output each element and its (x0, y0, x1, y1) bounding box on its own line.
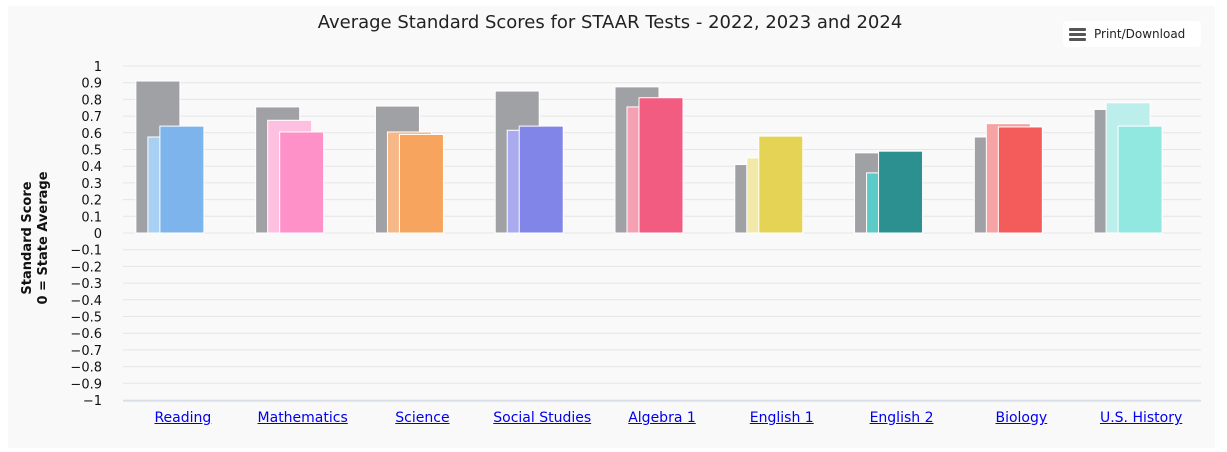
y-tick-label: −0.1 (70, 244, 102, 259)
y-tick-label: 0.6 (81, 127, 102, 142)
y-tick-label: 0.5 (81, 144, 102, 159)
x-label-link[interactable]: Biology (995, 410, 1048, 426)
y-tick-label: −1 (83, 394, 102, 409)
print-download-button[interactable]: Print/Download (1063, 21, 1201, 47)
print-download-label: Print/Download (1094, 27, 1186, 41)
x-label-link[interactable]: English 1 (749, 410, 814, 426)
bar-science-2[interactable] (398, 133, 444, 234)
x-label-link[interactable]: Mathematics (257, 410, 348, 426)
bar-social-studies-2[interactable] (518, 125, 564, 234)
y-tick-label: 0.7 (81, 110, 102, 125)
x-label-link[interactable]: Science (395, 410, 450, 426)
bar-english-2-2[interactable] (878, 150, 924, 234)
x-label-link[interactable]: English 2 (869, 410, 934, 426)
y-tick-label: 0.4 (81, 160, 102, 175)
y-tick-label: 0.3 (81, 177, 102, 192)
y-tick-label: −0.6 (70, 327, 102, 342)
y-tick-label: −0.8 (70, 361, 102, 376)
bar-reading-2[interactable] (159, 125, 205, 234)
y-tick-label: −0.5 (70, 311, 102, 326)
bar-algebra-1-2[interactable] (638, 97, 684, 234)
y-tick-label: 0 (94, 227, 102, 242)
y-tick-label: 0.9 (81, 77, 102, 92)
y-tick-label: −0.9 (70, 377, 102, 392)
y-tick-label: 0.2 (81, 194, 102, 209)
x-label-link[interactable]: Reading (154, 410, 212, 426)
y-tick-label: −0.7 (70, 344, 102, 359)
y-tick-label: −0.2 (70, 260, 102, 275)
y-tick-label: −0.3 (70, 277, 102, 292)
x-label-link[interactable]: U.S. History (1099, 410, 1183, 426)
chart-title: Average Standard Scores for STAAR Tests … (317, 12, 903, 33)
x-label-link[interactable]: Algebra 1 (628, 410, 696, 426)
bar-mathematics-2[interactable] (279, 131, 325, 234)
y-tick-label: −0.4 (70, 294, 102, 309)
y-tick-label: 0.1 (81, 210, 102, 225)
y-tick-label: 1 (94, 60, 102, 75)
x-label-link[interactable]: Social Studies (493, 410, 592, 426)
hamburger-icon (1069, 26, 1086, 43)
bar-biology-2[interactable] (997, 126, 1043, 234)
bar-u-s-history-2[interactable] (1117, 125, 1163, 234)
y-tick-label: 0.8 (81, 93, 102, 108)
bar-english-1-2[interactable] (758, 135, 804, 234)
